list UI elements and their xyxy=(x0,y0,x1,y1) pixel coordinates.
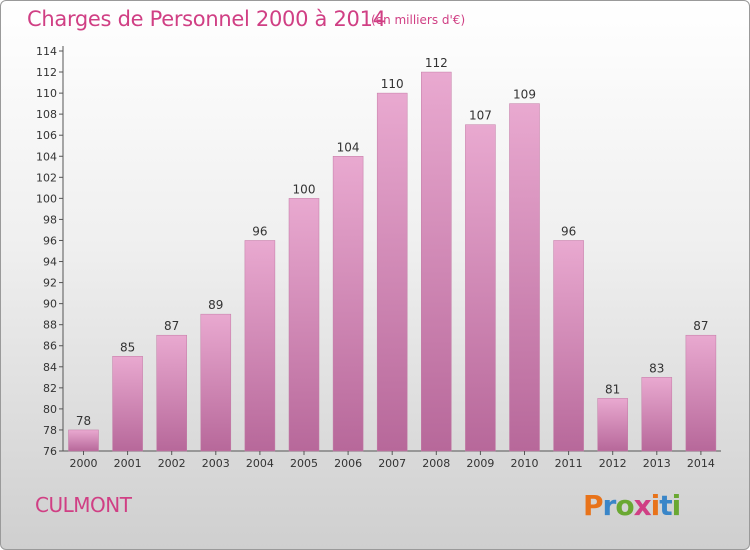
bar-value-label: 81 xyxy=(605,382,620,396)
y-tick-label: 92 xyxy=(43,277,57,290)
chart-title: Charges de Personnel 2000 à 2014 xyxy=(27,7,386,31)
x-tick-label: 2002 xyxy=(158,457,186,470)
bar xyxy=(685,334,717,452)
y-tick-label: 88 xyxy=(43,319,57,332)
bar-value-label: 112 xyxy=(425,56,448,70)
town-name: CULMONT xyxy=(35,493,132,517)
y-tick-label: 78 xyxy=(43,424,57,437)
y-tick-label: 96 xyxy=(43,234,57,247)
y-tick-label: 100 xyxy=(36,192,57,205)
bar xyxy=(553,240,584,452)
bar xyxy=(376,92,408,452)
bar xyxy=(641,377,673,452)
x-tick-label: 2001 xyxy=(114,457,142,470)
y-tick-label: 102 xyxy=(36,171,57,184)
plot-area: 76 78 80 82 84 86 88 90 92 94 96 98 100 102 104 106 108 1… xyxy=(36,45,721,470)
logo-letter: i xyxy=(650,489,661,522)
y-tick-label: 98 xyxy=(43,213,57,226)
bar xyxy=(421,71,452,452)
bar-value-label: 78 xyxy=(76,414,91,428)
proxiti-logo[interactable]: Proxiti xyxy=(583,489,682,522)
bar-value-label: 109 xyxy=(513,88,536,102)
bar-value-label: 104 xyxy=(337,140,360,154)
x-tick-label: 2005 xyxy=(290,457,318,470)
logo-letter: x xyxy=(633,489,652,522)
bar xyxy=(288,198,320,452)
x-tick-label: 2000 xyxy=(70,457,98,470)
x-tick-label: 2006 xyxy=(334,457,362,470)
bar-value-label: 96 xyxy=(561,224,576,238)
bar-value-label: 110 xyxy=(381,77,404,91)
logo-letter: r xyxy=(602,489,617,522)
bar-value-label: 96 xyxy=(252,224,267,238)
bar xyxy=(156,334,187,452)
y-tick-label: 104 xyxy=(36,150,57,163)
bar xyxy=(597,398,628,452)
y-tick-label: 110 xyxy=(36,87,57,100)
y-tick-label: 90 xyxy=(43,298,57,311)
bar-value-label: 87 xyxy=(693,319,708,333)
x-tick-label: 2013 xyxy=(643,457,671,470)
x-tick-label: 2008 xyxy=(422,457,450,470)
bar xyxy=(112,356,143,452)
logo-letter: P xyxy=(583,489,604,522)
chart-subtitle: (en milliers d'€) xyxy=(371,13,466,27)
x-tick-label: 2010 xyxy=(511,457,539,470)
logo-letter: i xyxy=(671,489,682,522)
y-tick-label: 112 xyxy=(36,66,57,79)
x-tick-label: 2012 xyxy=(599,457,627,470)
bar-value-label: 87 xyxy=(164,319,179,333)
bar xyxy=(68,429,99,452)
logo-letter: t xyxy=(659,489,672,522)
bar-value-label: 85 xyxy=(120,340,135,354)
x-tick-label: 2004 xyxy=(246,457,274,470)
y-tick-label: 108 xyxy=(36,108,57,121)
y-tick-label: 106 xyxy=(36,129,57,142)
bar-value-label: 100 xyxy=(293,182,316,196)
y-tick-label: 84 xyxy=(43,361,57,374)
x-tick-label: 2014 xyxy=(687,457,715,470)
bar-value-label: 107 xyxy=(469,109,492,123)
y-tick-label: 80 xyxy=(43,403,57,416)
bar xyxy=(465,124,496,452)
bar xyxy=(244,240,276,452)
x-tick-label: 2003 xyxy=(202,457,230,470)
bar xyxy=(332,156,364,452)
bar xyxy=(200,313,232,452)
bar-value-label: 83 xyxy=(649,361,664,375)
x-tick-label: 2009 xyxy=(466,457,494,470)
x-tick-label: 2011 xyxy=(555,457,583,470)
y-tick-label: 94 xyxy=(43,256,57,269)
y-tick-label: 82 xyxy=(43,382,57,395)
x-tick-label: 2007 xyxy=(378,457,406,470)
y-tick-label: 114 xyxy=(36,45,57,58)
bar-value-label: 89 xyxy=(208,298,223,312)
y-tick-label: 86 xyxy=(43,340,57,353)
y-tick-label: 76 xyxy=(43,445,57,458)
bar xyxy=(509,103,540,452)
logo-letter: o xyxy=(615,489,634,522)
